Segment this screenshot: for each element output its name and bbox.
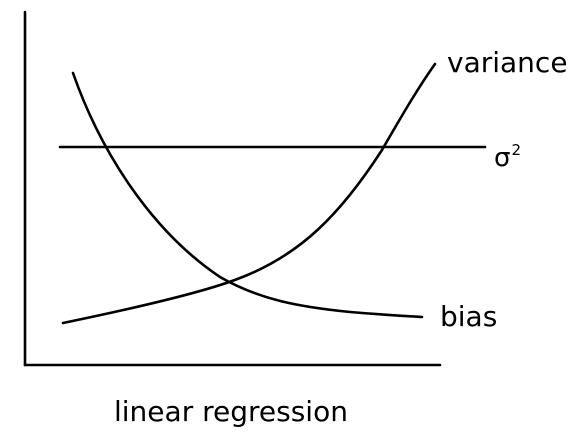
bias-label: bias	[440, 300, 497, 333]
sigma-squared-label: σ2	[494, 141, 521, 173]
sigma-exponent: 2	[511, 141, 521, 159]
sigma-symbol: σ	[494, 143, 510, 173]
diagram-caption: linear regression	[114, 395, 348, 428]
variance-curve	[61, 62, 437, 325]
bias-curve	[71, 71, 424, 319]
variance-label: variance	[447, 46, 568, 79]
